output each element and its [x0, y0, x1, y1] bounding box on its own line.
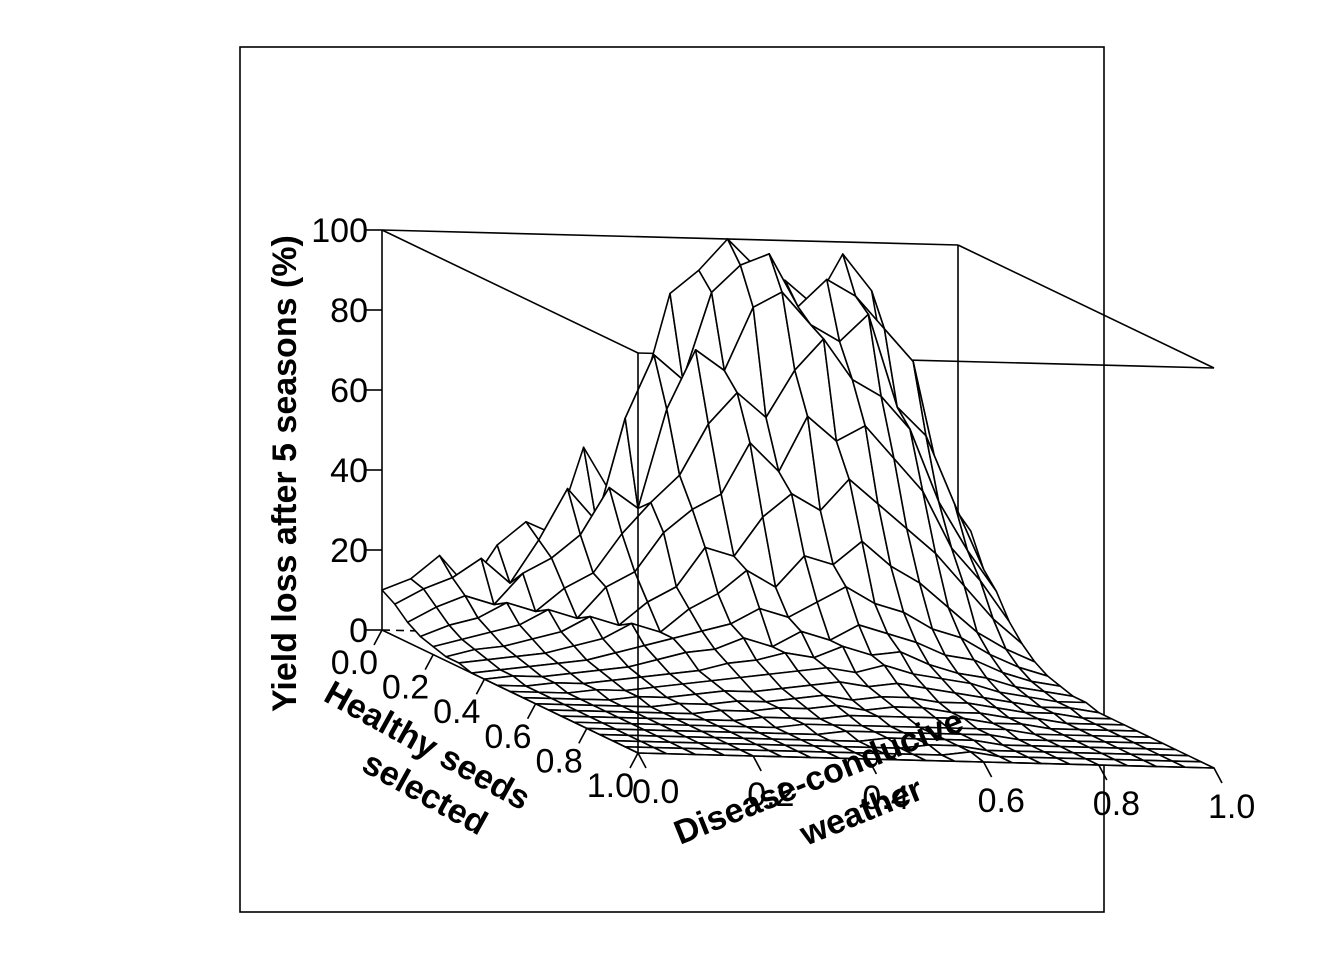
z-axis-title: Yield loss after 5 seasons (%) — [266, 235, 304, 712]
x-tick-label: 0.0 — [331, 644, 378, 682]
y-tick — [982, 761, 993, 778]
surface-mesh — [381, 238, 1215, 769]
x-tick-label: 0.8 — [536, 742, 583, 780]
x-tick — [578, 728, 588, 744]
y-tick-label: 0.8 — [1093, 785, 1140, 823]
y-tick — [867, 758, 878, 775]
z-tick-label: 100 — [311, 212, 368, 250]
x-tick-label: 0.2 — [382, 669, 429, 707]
x-tick — [373, 629, 383, 646]
x-tick-label: 0.6 — [484, 718, 531, 756]
plot-border — [239, 46, 1105, 913]
x-tick — [424, 654, 434, 670]
box-edge-right-top — [957, 244, 1215, 369]
y-tick-label: 0.6 — [978, 782, 1025, 820]
box-edge-back-top — [381, 229, 959, 246]
x-tick-label: 1.0 — [587, 767, 634, 805]
y-tick-label: 0.0 — [632, 773, 679, 811]
x-tick — [475, 678, 486, 695]
z-tick-label: 20 — [330, 532, 368, 570]
x-tick-label: 0.4 — [433, 693, 480, 731]
y-tick — [637, 752, 647, 769]
z-tick-label: 0 — [349, 612, 368, 650]
x-tick — [526, 703, 537, 720]
y-tick-label: 0.2 — [747, 776, 794, 814]
y-tick — [1098, 764, 1108, 781]
x-tick — [629, 752, 639, 769]
box-edge-left-top — [381, 229, 639, 354]
z-tick-label: 40 — [330, 452, 368, 490]
y-tick — [752, 755, 762, 772]
box-edge-front-base-right — [637, 752, 1215, 769]
box-edge-front-base-left — [381, 629, 639, 754]
y-tick — [1213, 767, 1223, 784]
box-front-edges — [381, 229, 1215, 769]
z-tick-label: 60 — [330, 372, 368, 410]
y-tick-label: 0.4 — [862, 779, 909, 817]
z-tick-label: 80 — [330, 292, 368, 330]
y-tick-label: 1.0 — [1208, 788, 1255, 826]
